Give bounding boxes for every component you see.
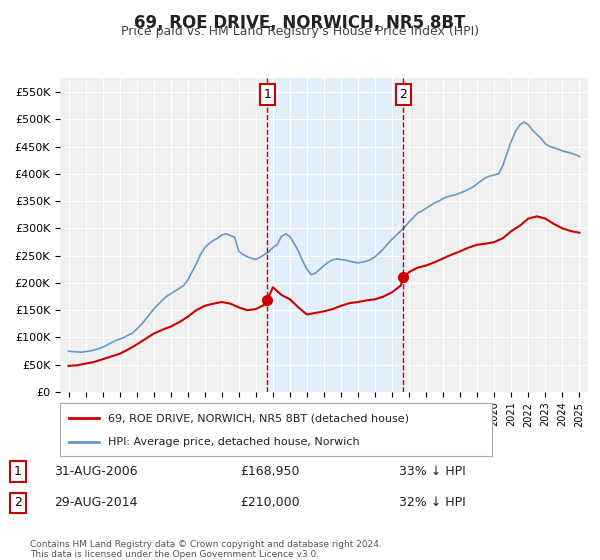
Text: 1: 1 — [14, 465, 22, 478]
Text: £210,000: £210,000 — [240, 496, 300, 510]
Text: Contains HM Land Registry data © Crown copyright and database right 2024.: Contains HM Land Registry data © Crown c… — [30, 540, 382, 549]
Text: 29-AUG-2014: 29-AUG-2014 — [54, 496, 138, 510]
Bar — [267, 78, 403, 392]
Text: 69, ROE DRIVE, NORWICH, NR5 8BT (detached house): 69, ROE DRIVE, NORWICH, NR5 8BT (detache… — [107, 413, 409, 423]
Point — [65, 438, 72, 445]
Text: 2: 2 — [14, 496, 22, 510]
Text: 69, ROE DRIVE, NORWICH, NR5 8BT: 69, ROE DRIVE, NORWICH, NR5 8BT — [134, 14, 466, 32]
Point — [95, 438, 103, 445]
Text: This data is licensed under the Open Government Licence v3.0.: This data is licensed under the Open Gov… — [30, 550, 319, 559]
Text: 2: 2 — [400, 88, 407, 101]
Text: 32% ↓ HPI: 32% ↓ HPI — [398, 496, 466, 510]
Text: 31-AUG-2006: 31-AUG-2006 — [54, 465, 138, 478]
Text: £168,950: £168,950 — [240, 465, 300, 478]
Point — [65, 415, 72, 422]
Text: Price paid vs. HM Land Registry's House Price Index (HPI): Price paid vs. HM Land Registry's House … — [121, 25, 479, 38]
Text: 1: 1 — [263, 88, 271, 101]
Text: HPI: Average price, detached house, Norwich: HPI: Average price, detached house, Norw… — [107, 436, 359, 446]
Point — [95, 415, 103, 422]
Text: 33% ↓ HPI: 33% ↓ HPI — [398, 465, 466, 478]
